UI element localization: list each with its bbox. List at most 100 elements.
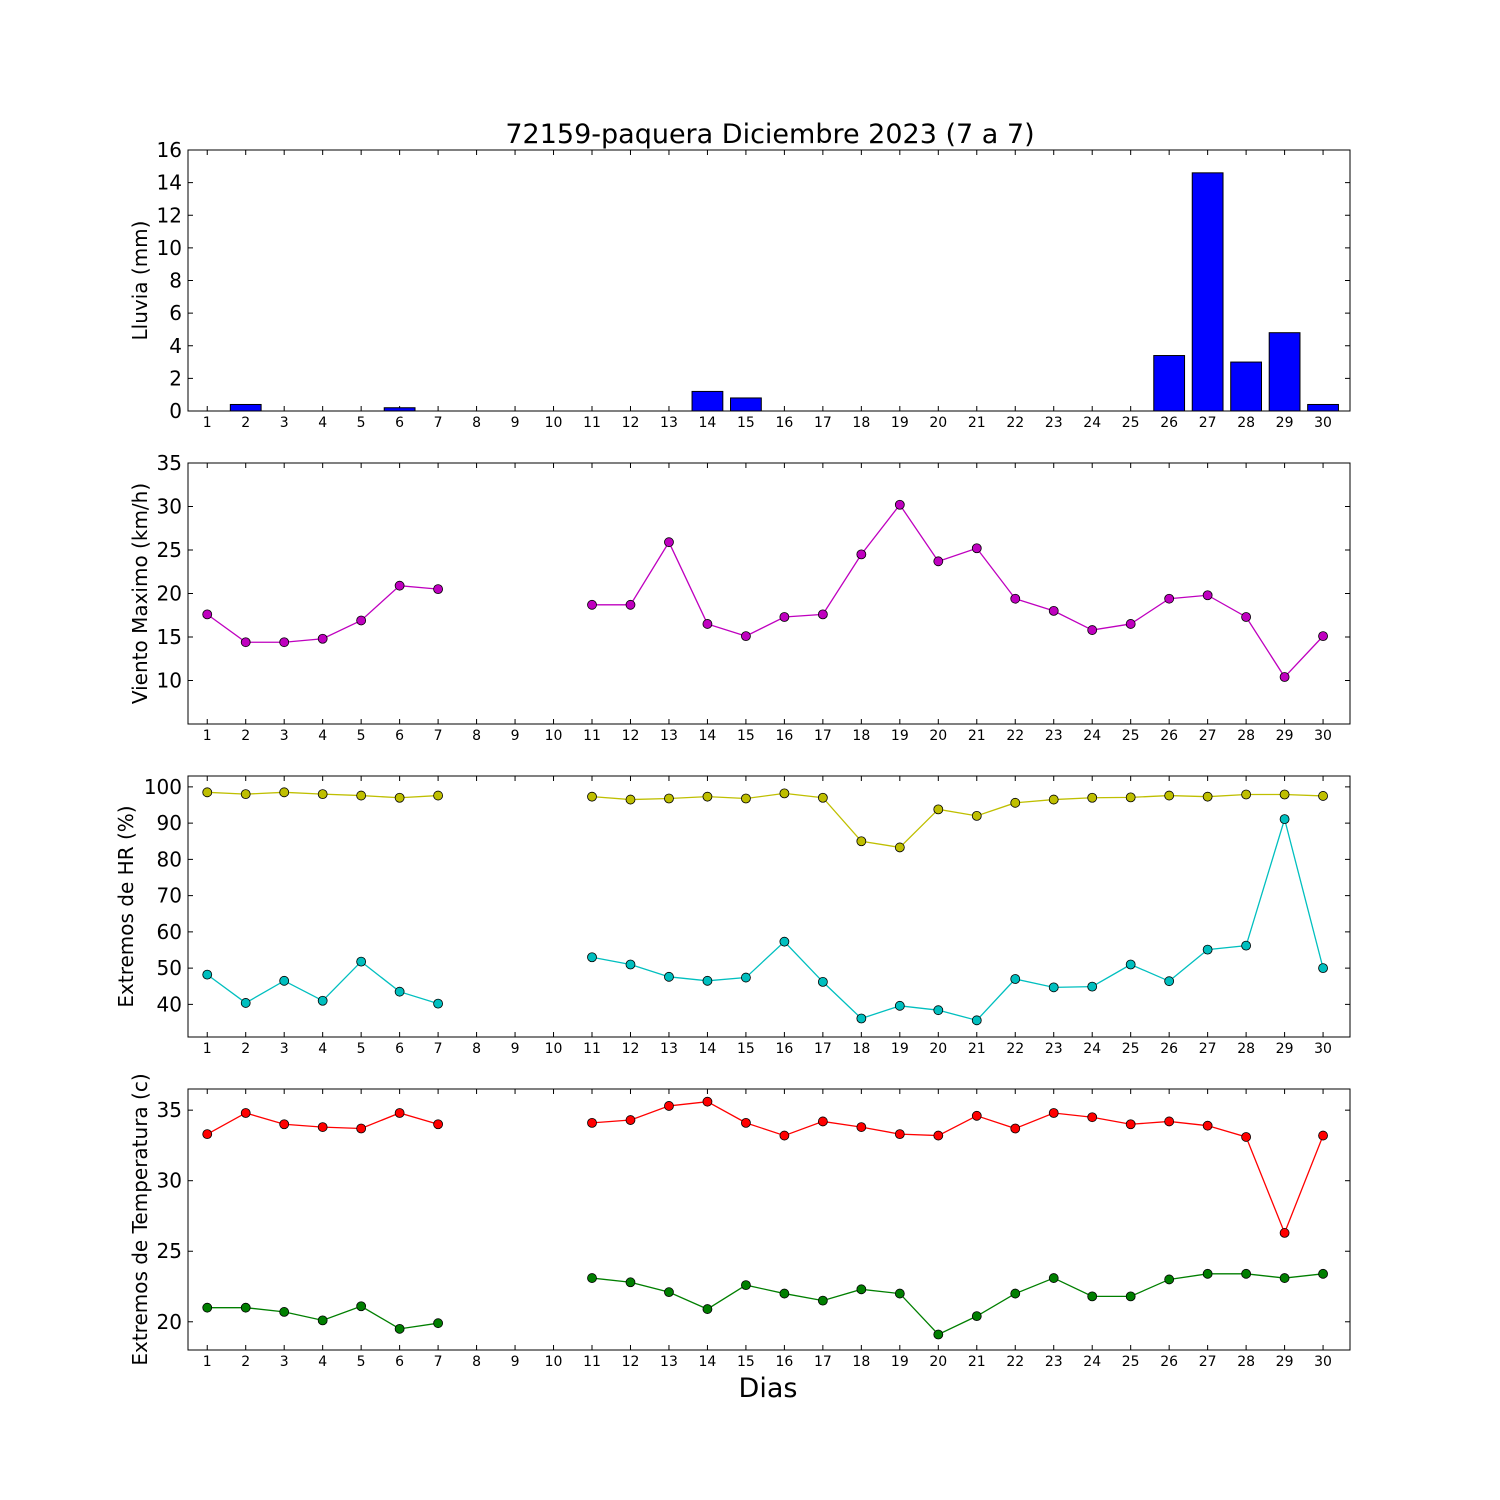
data-point (1087, 792, 1098, 803)
x-tick-label: 28 (1237, 728, 1255, 744)
data-point (664, 793, 674, 804)
y-tick-label: 90 (157, 811, 182, 835)
x-tick-label: 8 (472, 1041, 481, 1057)
data-point (625, 1277, 636, 1288)
data-point (1010, 974, 1021, 984)
data-point (433, 1318, 443, 1329)
x-tick-label: 14 (699, 415, 717, 431)
y-tick-label: 60 (157, 920, 182, 944)
data-point (971, 1311, 982, 1322)
series-line (592, 503, 1324, 679)
x-tick-label: 23 (1045, 728, 1063, 744)
data-point (1048, 606, 1059, 616)
data-point (317, 1315, 328, 1326)
data-point (202, 1302, 213, 1313)
data-point (741, 1280, 751, 1291)
data-point (856, 1122, 867, 1132)
x-tick-label: 22 (1006, 1354, 1024, 1370)
data-point (1318, 631, 1328, 642)
x-tick-label: 19 (891, 1354, 909, 1370)
data-point (625, 794, 636, 805)
chart-title: 72159-paquera Diciembre 2023 (7 a 7) (505, 119, 1034, 150)
data-point (1241, 789, 1252, 800)
y-tick-label: 4 (169, 334, 182, 358)
data-point (1125, 959, 1136, 970)
data-point (856, 549, 867, 560)
bar (1191, 172, 1224, 412)
data-point (1202, 791, 1213, 802)
data-point (779, 1130, 790, 1141)
x-tick-label: 11 (583, 1354, 601, 1370)
x-tick-label: 2 (241, 1354, 250, 1370)
bar (1268, 332, 1301, 412)
x-tick-label: 12 (622, 1041, 640, 1057)
y-tick-label: 16 (157, 138, 182, 162)
x-tick-label: 12 (622, 728, 640, 744)
data-point (702, 975, 713, 986)
data-point (664, 537, 674, 548)
data-point (587, 952, 597, 963)
data-point (317, 1122, 328, 1132)
y-tick-label: 20 (157, 1310, 182, 1334)
x-tick-label: 11 (583, 415, 601, 431)
data-point (394, 580, 405, 591)
x-tick-label: 28 (1237, 415, 1255, 431)
y-tick-label: 12 (157, 203, 182, 227)
x-tick-label: 30 (1314, 728, 1332, 744)
data-point (240, 998, 251, 1008)
data-point (1279, 814, 1290, 825)
x-tick-label: 26 (1160, 1354, 1178, 1370)
data-point (702, 619, 713, 629)
x-tick-label: 5 (357, 415, 366, 431)
data-point (279, 1307, 290, 1317)
x-tick-label: 21 (968, 1354, 986, 1370)
x-tick-label: 29 (1276, 1041, 1294, 1057)
x-tick-label: 9 (511, 1041, 520, 1057)
x-tick-label: 2 (241, 1041, 250, 1057)
y-tick-label: 30 (157, 1169, 182, 1193)
x-tick-label: 8 (472, 728, 481, 744)
y-tick-label: 20 (157, 582, 182, 606)
x-tick-label: 20 (929, 415, 947, 431)
x-tick-label: 19 (891, 728, 909, 744)
x-tick-label: 9 (511, 1354, 520, 1370)
x-tick-label: 29 (1276, 415, 1294, 431)
x-tick-label: 10 (545, 728, 563, 744)
data-point (779, 788, 790, 799)
data-point (1318, 963, 1328, 974)
x-tick-label: 3 (280, 1354, 289, 1370)
data-point (741, 631, 751, 642)
x-tick-label: 16 (775, 1354, 793, 1370)
data-point (1241, 1132, 1252, 1142)
bar (1153, 355, 1186, 412)
x-tick-label: 1 (203, 1354, 212, 1370)
plot-frame (187, 775, 1351, 1038)
data-point (779, 612, 790, 622)
x-tick-label: 1 (203, 728, 212, 744)
plot-frame (187, 1088, 1351, 1351)
x-tick-label: 22 (1006, 415, 1024, 431)
x-tick-label: 30 (1314, 1354, 1332, 1370)
bar (1230, 361, 1263, 412)
x-tick-label: 18 (852, 1041, 870, 1057)
data-point (625, 1115, 636, 1125)
x-tick-label: 5 (357, 728, 366, 744)
data-point (433, 790, 443, 801)
x-tick-label: 1 (203, 1041, 212, 1057)
data-point (1202, 944, 1213, 955)
x-tick-label: 8 (472, 1354, 481, 1370)
x-tick-label: 28 (1237, 1041, 1255, 1057)
x-tick-label: 13 (660, 1354, 678, 1370)
y-tick-label: 50 (157, 956, 182, 980)
data-point (894, 499, 905, 510)
x-tick-label: 18 (852, 728, 870, 744)
data-point (1048, 982, 1059, 993)
series-line (591, 1273, 1324, 1336)
series-line (206, 584, 439, 643)
x-tick-label: 20 (929, 1041, 947, 1057)
data-point (587, 1273, 597, 1283)
data-point (933, 1130, 944, 1141)
data-point (1279, 789, 1290, 800)
data-point (394, 1323, 405, 1334)
